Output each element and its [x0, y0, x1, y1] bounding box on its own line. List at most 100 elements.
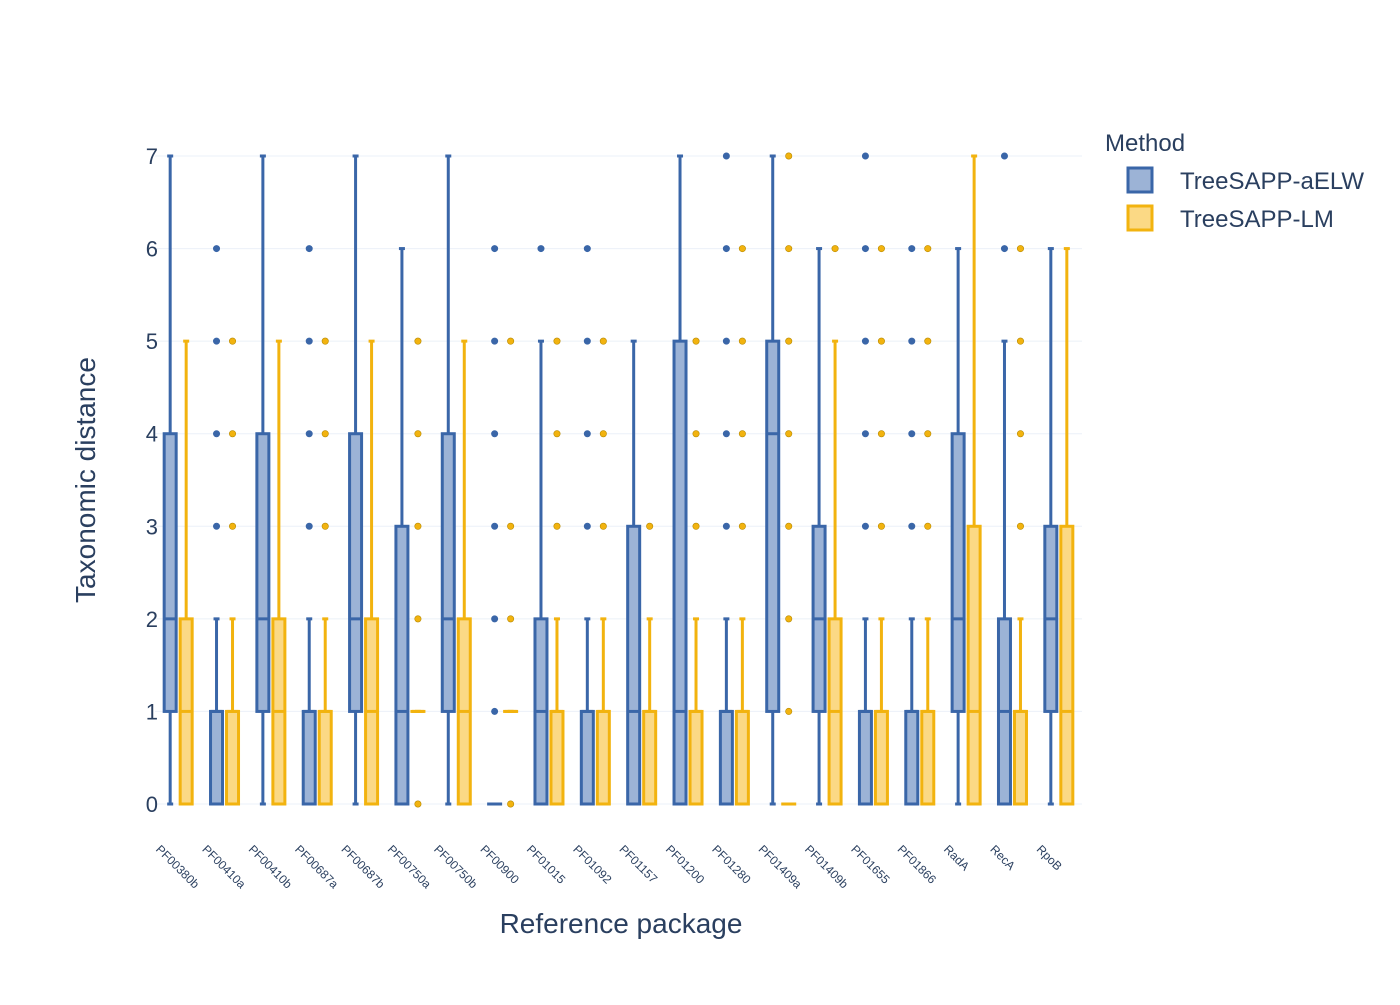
iqr-box: [859, 711, 871, 804]
x-tick-label-PF01157: PF01157: [617, 842, 661, 886]
iqr-box: [551, 711, 563, 804]
outlier-point: [693, 523, 699, 529]
box-RpoB-0[interactable]: [1045, 249, 1057, 804]
x-tick-label-PF01092: PF01092: [570, 842, 615, 887]
box-PF01866-1[interactable]: [922, 245, 934, 804]
outlier-point: [739, 523, 745, 529]
box-PF00410b-1[interactable]: [273, 341, 285, 804]
outlier-point: [646, 523, 652, 529]
iqr-box: [350, 434, 362, 712]
outlier-point: [862, 153, 868, 159]
outlier-point: [229, 431, 235, 437]
box-PF00410a-0[interactable]: [211, 245, 223, 804]
outlier-point: [786, 523, 792, 529]
outlier-point: [415, 801, 421, 807]
iqr-box: [164, 434, 176, 712]
x-tick-label-RecA: RecA: [987, 842, 1018, 873]
outlier-point: [538, 245, 544, 251]
box-PF01409b-1[interactable]: [829, 245, 841, 804]
box-PF01655-0[interactable]: [859, 153, 871, 804]
outlier-point: [909, 338, 915, 344]
outlier-point: [1001, 153, 1007, 159]
iqr-box: [952, 434, 964, 712]
outlier-point: [925, 431, 931, 437]
iqr-box: [736, 711, 748, 804]
y-tick-label-4: 4: [146, 422, 158, 447]
outlier-point: [693, 338, 699, 344]
x-tick-label-PF00410b: PF00410b: [246, 842, 295, 891]
box-PF01409a-0[interactable]: [767, 156, 779, 804]
box-PF00750b-1[interactable]: [458, 341, 470, 804]
box-PF00687a-1[interactable]: [319, 338, 331, 804]
iqr-box: [767, 341, 779, 711]
outlier-point: [739, 245, 745, 251]
box-PF01157-0[interactable]: [628, 341, 640, 804]
box-PF00750a-0[interactable]: [396, 249, 408, 804]
box-PF01015-0[interactable]: [535, 245, 547, 804]
box-PF00687a-0[interactable]: [303, 245, 315, 804]
box-PF00687b-1[interactable]: [366, 341, 378, 804]
legend-item-lm[interactable]: TreeSAPP-LM: [1128, 206, 1334, 233]
outlier-point: [739, 338, 745, 344]
iqr-box: [644, 711, 656, 804]
box-PF01200-0[interactable]: [674, 156, 686, 804]
iqr-box: [720, 711, 732, 804]
box-PF00750b-0[interactable]: [442, 156, 454, 804]
x-tick-label-PF01655: PF01655: [848, 842, 893, 887]
box-PF01409a-1[interactable]: [783, 153, 795, 804]
box-PF01655-1[interactable]: [875, 245, 887, 804]
box-PF00410b-0[interactable]: [257, 156, 269, 804]
box-PF01280-1[interactable]: [736, 245, 748, 804]
box-PF01280-0[interactable]: [720, 153, 732, 804]
box-PF01200-1[interactable]: [690, 338, 702, 804]
box-PF01092-0[interactable]: [581, 245, 593, 804]
outlier-point: [507, 523, 513, 529]
outlier-point: [925, 338, 931, 344]
outlier-point: [878, 523, 884, 529]
outlier-point: [507, 338, 513, 344]
iqr-box: [875, 711, 887, 804]
y-axis-title: Taxonomic distance: [70, 357, 101, 603]
outlier-point: [415, 523, 421, 529]
box-PF01092-1[interactable]: [597, 338, 609, 804]
x-tick-label-PF01015: PF01015: [524, 842, 569, 887]
box-PF01866-0[interactable]: [906, 245, 918, 804]
x-tick-label-PF01280: PF01280: [709, 842, 754, 887]
outlier-point: [415, 616, 421, 622]
box-PF01409b-0[interactable]: [813, 249, 825, 804]
outlier-point: [786, 153, 792, 159]
outlier-point: [306, 245, 312, 251]
box-PF01157-1[interactable]: [644, 523, 656, 804]
outlier-point: [693, 431, 699, 437]
box-RadA-1[interactable]: [968, 156, 980, 804]
box-PF01015-1[interactable]: [551, 338, 563, 804]
outlier-point: [554, 338, 560, 344]
outlier-point: [925, 245, 931, 251]
box-RadA-0[interactable]: [952, 249, 964, 804]
iqr-box: [628, 526, 640, 804]
outlier-point: [213, 431, 219, 437]
box-PF00900-1[interactable]: [505, 338, 517, 807]
iqr-box: [442, 434, 454, 712]
box-PF00380b-1[interactable]: [180, 341, 192, 804]
box-PF00750a-1[interactable]: [412, 338, 424, 807]
iqr-box: [257, 434, 269, 712]
legend-item-aelw[interactable]: TreeSAPP-aELW: [1128, 168, 1364, 195]
outlier-point: [878, 245, 884, 251]
outlier-point: [584, 338, 590, 344]
box-PF00687b-0[interactable]: [350, 156, 362, 804]
legend-title: Method: [1105, 130, 1185, 157]
box-PF00410a-1[interactable]: [227, 338, 239, 804]
outlier-point: [415, 338, 421, 344]
box-RecA-1[interactable]: [1014, 245, 1026, 804]
box-RpoB-1[interactable]: [1061, 249, 1073, 804]
box-PF00380b-0[interactable]: [164, 156, 176, 804]
outlier-point: [723, 245, 729, 251]
box-RecA-0[interactable]: [998, 153, 1010, 804]
iqr-box: [674, 341, 686, 804]
outlier-point: [491, 523, 497, 529]
box-PF00900-0[interactable]: [489, 245, 501, 804]
outlier-point: [600, 431, 606, 437]
outlier-point: [1001, 245, 1007, 251]
outlier-point: [1017, 338, 1023, 344]
